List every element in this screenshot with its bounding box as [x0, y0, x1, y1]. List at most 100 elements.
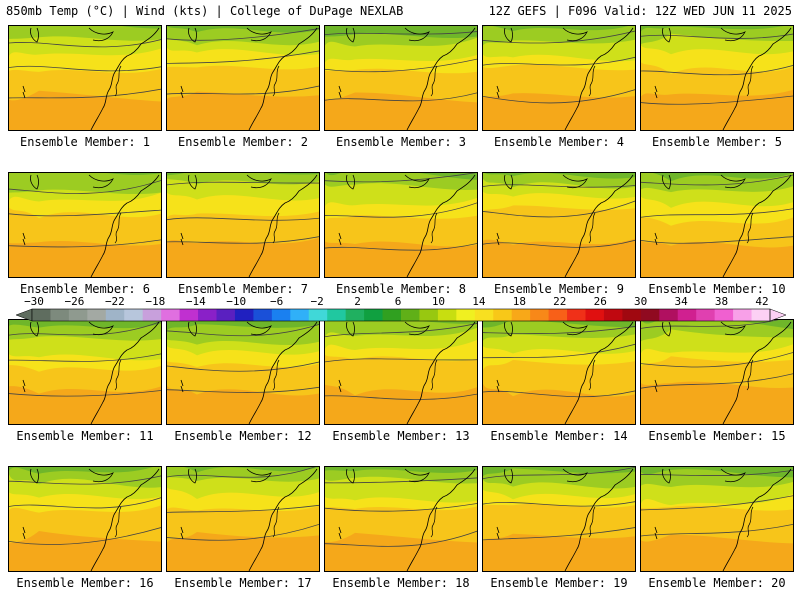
ensemble-map-panel	[640, 172, 794, 278]
bay-outline	[588, 65, 596, 97]
coastline	[406, 27, 476, 130]
temperature-band	[641, 320, 793, 330]
colorbar-frame	[31, 308, 771, 322]
colorbar-tick-label: 6	[394, 295, 402, 308]
colorbar-segment	[198, 309, 217, 321]
great-lakes-outline	[188, 174, 272, 190]
great-lakes-outline	[188, 321, 272, 337]
great-lakes-outline	[188, 27, 272, 43]
colorbar-segment	[253, 309, 273, 321]
height-contour	[483, 239, 635, 248]
bay-outline	[746, 359, 754, 391]
temperature-band	[121, 26, 161, 29]
ensemble-map-panel	[8, 25, 162, 131]
height-contour	[9, 239, 161, 248]
ensemble-map-panel	[482, 319, 636, 425]
colorbar-segment	[640, 309, 660, 321]
colorbar-segment	[382, 309, 402, 321]
bay-outline	[588, 212, 596, 244]
temperature-band	[652, 173, 793, 182]
ensemble-map-panel	[166, 25, 320, 131]
ensemble-member-label: Ensemble Member: 3	[335, 135, 467, 149]
height-contour	[167, 386, 319, 393]
height-contour	[9, 180, 161, 194]
height-contour	[167, 28, 319, 41]
temperature-band	[483, 467, 635, 477]
temperature-band	[106, 173, 161, 175]
colorbar-tick-label: −6	[270, 295, 284, 308]
colorbar-tick-label: 10	[431, 295, 446, 308]
wind-barb	[22, 379, 26, 393]
great-lakes-outline	[30, 321, 114, 337]
height-contour	[9, 527, 161, 545]
colorbar-segment	[401, 309, 420, 321]
height-contour	[325, 358, 477, 363]
colorbar-segment	[511, 309, 531, 321]
temperature-band	[326, 173, 477, 180]
colorbar-segment	[733, 309, 753, 321]
ensemble-member-label: Ensemble Member: 12	[174, 429, 312, 443]
coastline	[248, 321, 318, 424]
colorbar-tick-label: −22	[104, 295, 125, 308]
height-contour	[167, 361, 319, 372]
height-contour	[483, 184, 635, 188]
temperature-band	[325, 26, 477, 38]
coastline	[564, 174, 634, 277]
ensemble-map-panel	[324, 466, 478, 572]
bay-outline	[430, 212, 438, 244]
ensemble-map-panel	[482, 25, 636, 131]
ensemble-map-panel	[166, 172, 320, 278]
bay-outline	[272, 506, 280, 538]
height-contour	[167, 236, 319, 244]
wind-barb	[496, 379, 500, 393]
temperature-band	[9, 320, 161, 329]
height-contour	[325, 530, 477, 547]
height-contour	[9, 390, 161, 397]
colorbar-tick-label: 2	[354, 295, 361, 308]
height-contour	[483, 326, 635, 335]
colorbar-segment	[271, 309, 291, 321]
wind-barb	[654, 232, 658, 246]
colorbar-segment	[567, 309, 586, 321]
height-contour	[325, 393, 477, 400]
ensemble-member-label: Ensemble Member: 2	[177, 135, 309, 149]
colorbar-segment	[585, 309, 605, 321]
temperature-band	[641, 26, 784, 32]
height-contour	[325, 503, 477, 512]
colorbar-segment	[161, 309, 181, 321]
wind-barb	[180, 85, 184, 99]
coastline	[248, 174, 318, 277]
colorbar-tick-label: 42	[755, 295, 769, 308]
colorbar-right-arrow	[769, 308, 786, 322]
height-contour	[167, 523, 319, 541]
great-lakes-outline	[30, 27, 114, 43]
great-lakes-outline	[346, 468, 430, 484]
wind-barb	[338, 379, 342, 393]
ensemble-map-panel	[482, 466, 636, 572]
bay-outline	[272, 359, 280, 391]
coastline	[90, 174, 160, 277]
ensemble-member-label: Ensemble Member: 9	[493, 282, 625, 296]
colorbar-segment	[327, 309, 347, 321]
height-contour	[483, 390, 635, 398]
height-contour	[167, 323, 319, 337]
colorbar-tick-label: 18	[512, 295, 526, 308]
colorbar-segment	[87, 309, 107, 321]
height-contour	[641, 495, 793, 511]
height-contour	[325, 173, 477, 183]
wind-barb	[496, 526, 500, 540]
height-contour	[641, 95, 793, 105]
coastline	[722, 174, 792, 277]
temperature-band	[167, 173, 319, 185]
bay-outline	[430, 506, 438, 538]
ensemble-member-label: Ensemble Member: 8	[335, 282, 467, 296]
colorbar-segment	[105, 309, 125, 321]
height-contour	[167, 504, 319, 513]
temperature-band	[167, 173, 319, 176]
ensemble-map-panel	[8, 319, 162, 425]
height-contour	[641, 352, 793, 368]
height-contour	[9, 320, 161, 336]
ensemble-member-label: Ensemble Member: 15	[648, 429, 786, 443]
height-contour	[641, 236, 793, 244]
colorbar-tick-label: 14	[472, 295, 486, 308]
